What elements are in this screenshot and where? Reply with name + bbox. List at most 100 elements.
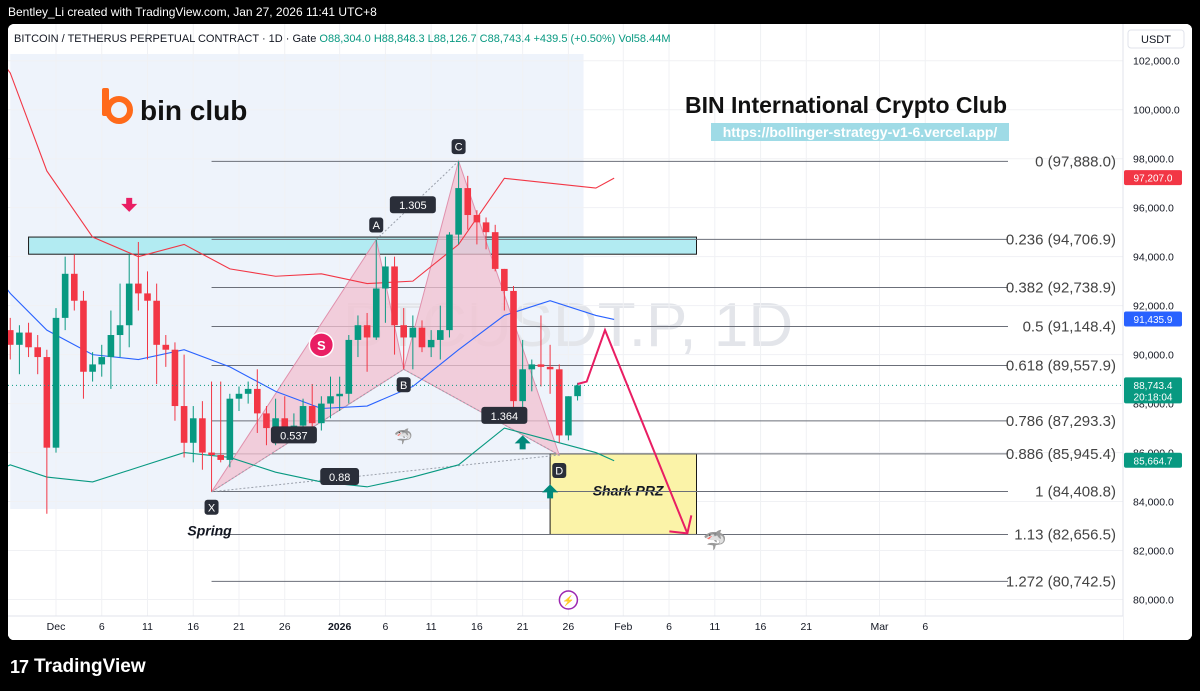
price-tick-label: 82,000.0 xyxy=(1133,546,1174,558)
candle-body xyxy=(528,364,536,370)
candle[interactable] xyxy=(226,393,234,468)
candle[interactable] xyxy=(464,175,472,230)
fib-label: 1.13 (82,656.5) xyxy=(1014,526,1116,543)
candle[interactable] xyxy=(254,369,261,433)
currency-selector[interactable] xyxy=(1127,29,1185,49)
attribution-text: Bentley_Li created with TradingView.com,… xyxy=(8,5,377,19)
candle[interactable] xyxy=(382,256,389,323)
candle-body xyxy=(437,330,444,340)
price-axis-background xyxy=(1123,24,1192,640)
candle[interactable] xyxy=(61,256,69,331)
tradingview-logo[interactable]: 17 TradingView xyxy=(10,654,146,680)
candle[interactable] xyxy=(510,286,517,409)
time-tick-label: 26 xyxy=(279,621,291,633)
candle[interactable] xyxy=(8,317,14,360)
bollinger-basis[interactable] xyxy=(8,244,615,410)
candle[interactable] xyxy=(25,322,32,358)
time-tick-label: 2026 xyxy=(328,621,352,633)
candle[interactable] xyxy=(327,376,334,419)
bollinger-lower-band[interactable] xyxy=(8,427,615,488)
candle[interactable] xyxy=(400,308,407,370)
candle[interactable] xyxy=(363,312,371,372)
fib-label: 0.786 (87,293.3) xyxy=(1006,413,1116,430)
candle[interactable] xyxy=(336,376,343,411)
candle[interactable] xyxy=(501,268,508,311)
candle[interactable] xyxy=(409,315,417,370)
candle-body xyxy=(61,273,69,318)
bin-club-logo[interactable]: bin club xyxy=(102,88,247,126)
candle[interactable] xyxy=(180,354,188,458)
candle[interactable] xyxy=(71,254,78,311)
candle[interactable] xyxy=(263,406,270,446)
candle[interactable] xyxy=(354,315,362,358)
price-tick-label: 96,000.0 xyxy=(1133,203,1174,215)
price-tag-value: 88,743.4 xyxy=(1134,381,1173,392)
candle-body xyxy=(501,268,508,291)
candle[interactable] xyxy=(52,308,60,453)
candle[interactable] xyxy=(208,381,215,492)
candle[interactable] xyxy=(565,396,572,441)
candle[interactable] xyxy=(546,344,554,394)
candle[interactable] xyxy=(125,254,133,348)
candle[interactable] xyxy=(528,359,536,392)
candle[interactable] xyxy=(446,232,453,338)
candle[interactable] xyxy=(16,325,23,375)
candle[interactable] xyxy=(372,239,380,340)
candle-body xyxy=(555,369,563,436)
club-url[interactable]: https://bollinger-strategy-v1-6.vercel.a… xyxy=(723,124,998,140)
bollinger-upper-band[interactable] xyxy=(8,24,615,285)
candle[interactable] xyxy=(391,256,398,355)
candle[interactable] xyxy=(427,330,435,358)
event-icon[interactable] xyxy=(558,590,579,610)
candle-body xyxy=(34,347,41,358)
price-chart[interactable]: BTCUSDT.P, 1D Shark PRZ 0 (97,888.0)0.23… xyxy=(8,24,1192,640)
candle[interactable] xyxy=(162,335,170,367)
price-tag[interactable] xyxy=(1124,170,1182,186)
candle[interactable] xyxy=(43,349,51,514)
chart-frame[interactable]: BTCUSDT.P, 1D Shark PRZ 0 (97,888.0) 0.23… xyxy=(8,24,1192,640)
candle[interactable] xyxy=(482,217,490,250)
candle[interactable] xyxy=(135,241,142,311)
candle[interactable] xyxy=(455,161,462,245)
price-tag[interactable] xyxy=(1124,311,1182,327)
candle[interactable] xyxy=(217,381,224,463)
candle-body xyxy=(162,344,170,350)
candle[interactable] xyxy=(189,406,197,463)
shark-prz-label: Shark PRZ xyxy=(593,483,664,499)
candle[interactable] xyxy=(345,335,353,404)
candle[interactable] xyxy=(107,310,115,389)
candle[interactable] xyxy=(235,386,243,411)
candle[interactable] xyxy=(473,210,481,245)
candle-body xyxy=(565,396,572,436)
candle[interactable] xyxy=(281,396,289,431)
projection-arrowhead xyxy=(669,515,693,535)
candle[interactable] xyxy=(418,320,426,353)
price-tag[interactable] xyxy=(1124,452,1182,468)
candle[interactable] xyxy=(80,290,87,399)
candle[interactable] xyxy=(116,283,124,358)
projection-path[interactable] xyxy=(577,327,689,534)
candle[interactable] xyxy=(318,396,325,431)
candle[interactable] xyxy=(98,344,106,377)
bin-club-name: bin club xyxy=(140,95,247,126)
candle[interactable] xyxy=(574,382,581,401)
fib-label: 1.272 (80,742.5) xyxy=(1006,573,1116,590)
candle[interactable] xyxy=(34,335,41,375)
currency-label: USDT xyxy=(1141,34,1171,46)
harmonic-point-box xyxy=(396,377,411,393)
harmonic-point-box xyxy=(552,463,567,479)
candle[interactable] xyxy=(171,342,179,421)
candle-body xyxy=(391,266,398,326)
candle[interactable] xyxy=(199,401,206,470)
price-tag[interactable] xyxy=(1124,377,1182,404)
s-signal-marker[interactable] xyxy=(308,332,335,358)
candle[interactable] xyxy=(153,283,160,384)
candle[interactable] xyxy=(555,364,563,443)
candle[interactable] xyxy=(437,305,444,360)
candle[interactable] xyxy=(491,224,499,272)
candle-body xyxy=(336,393,343,397)
candle[interactable] xyxy=(89,352,96,382)
candle[interactable] xyxy=(537,315,545,387)
harmonic-point-label: D xyxy=(555,466,563,478)
candle[interactable] xyxy=(144,271,151,360)
